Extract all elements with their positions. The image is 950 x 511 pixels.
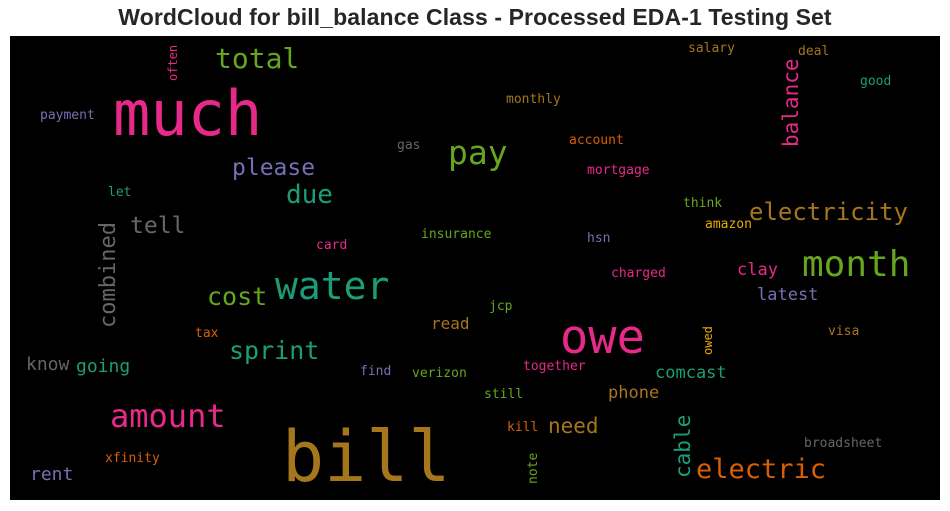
word-balance: balance bbox=[779, 58, 803, 147]
word-let: let bbox=[108, 185, 132, 200]
word-combined: combined bbox=[96, 222, 121, 328]
word-card: card bbox=[316, 238, 348, 253]
word-account: account bbox=[569, 133, 624, 148]
word-xfinity: xfinity bbox=[105, 451, 160, 466]
word-phone: phone bbox=[608, 383, 660, 403]
word-payment: payment bbox=[40, 108, 95, 123]
word-deal: deal bbox=[798, 44, 830, 59]
word-rent: rent bbox=[30, 464, 74, 485]
word-know: know bbox=[26, 354, 70, 375]
word-latest: latest bbox=[757, 285, 819, 305]
word-hsn: hsn bbox=[587, 231, 611, 246]
word-going: going bbox=[76, 356, 131, 377]
word-please: please bbox=[232, 155, 316, 181]
word-tell: tell bbox=[130, 213, 186, 239]
word-bill: bill bbox=[282, 416, 451, 498]
word-mortgage: mortgage bbox=[587, 163, 650, 178]
word-together: together bbox=[523, 359, 586, 374]
word-charged: charged bbox=[611, 266, 666, 281]
word-often: often bbox=[166, 44, 180, 81]
word-still: still bbox=[484, 387, 524, 402]
chart-title: WordCloud for bill_balance Class - Proce… bbox=[118, 4, 832, 30]
word-gas: gas bbox=[397, 138, 421, 153]
word-comcast: comcast bbox=[655, 363, 727, 383]
word-kill: kill bbox=[507, 420, 539, 435]
word-cost: cost bbox=[207, 282, 268, 311]
word-sprint: sprint bbox=[229, 336, 320, 365]
word-much: much bbox=[113, 77, 263, 150]
word-visa: visa bbox=[828, 324, 860, 339]
word-month: month bbox=[802, 244, 911, 285]
word-pay: pay bbox=[448, 133, 508, 172]
word-due: due bbox=[286, 180, 333, 210]
word-clay: clay bbox=[737, 260, 778, 280]
word-tax: tax bbox=[195, 326, 219, 341]
word-note: note bbox=[526, 452, 541, 484]
word-good: good bbox=[860, 74, 892, 89]
wordcloud-panel: much bill owe water month amount pay total elect… bbox=[10, 36, 940, 500]
word-think: think bbox=[683, 196, 723, 211]
word-owed: owed bbox=[701, 326, 715, 355]
word-verizon: verizon bbox=[412, 366, 467, 381]
word-insurance: insurance bbox=[421, 227, 492, 242]
word-read: read bbox=[431, 314, 470, 333]
word-cable: cable bbox=[671, 414, 695, 478]
word-salary: salary bbox=[688, 41, 735, 56]
word-owe: owe bbox=[560, 310, 645, 365]
word-monthly: monthly bbox=[506, 92, 561, 107]
word-amount: amount bbox=[110, 397, 226, 435]
word-jcp: jcp bbox=[489, 299, 513, 314]
word-total: total bbox=[215, 42, 300, 75]
word-amazon: amazon bbox=[705, 217, 752, 232]
word-water: water bbox=[275, 264, 390, 308]
word-find: find bbox=[360, 364, 392, 379]
word-need: need bbox=[548, 414, 599, 438]
word-electricity: electricity bbox=[749, 198, 908, 226]
word-broadsheet: broadsheet bbox=[804, 436, 883, 451]
word-electric: electric bbox=[696, 454, 827, 485]
